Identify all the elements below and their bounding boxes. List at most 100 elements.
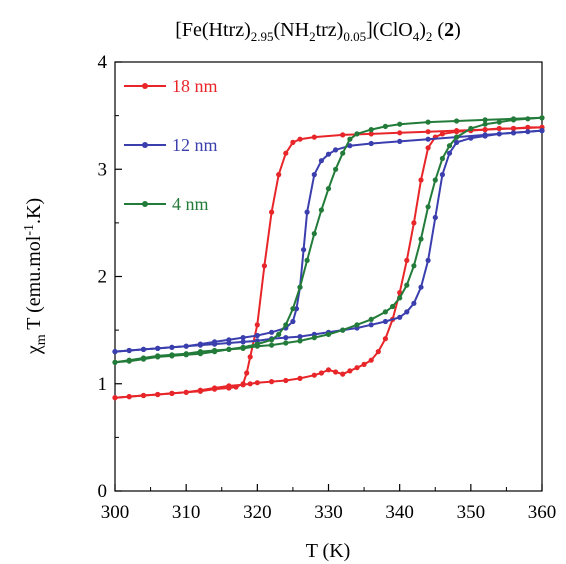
x-axis-label: T (K): [306, 540, 351, 562]
data-point-18-nm: [333, 369, 339, 375]
data-point-18-nm: [254, 380, 260, 386]
x-tick-label: 350: [457, 502, 486, 523]
x-tick-label: 330: [314, 502, 343, 523]
y-axis-ticks: 0 1 2 3 4: [98, 52, 122, 502]
data-point-12-nm: [226, 337, 232, 343]
data-point-18-nm: [169, 390, 175, 396]
data-point-12-nm: [418, 284, 424, 290]
data-point-4-nm: [446, 143, 453, 149]
data-point-4-nm: [311, 335, 317, 341]
data-point-12-nm: [404, 309, 410, 315]
legend-marker-12-nm: [142, 142, 148, 148]
data-point-18-nm: [155, 391, 161, 398]
data-point-4-nm: [397, 121, 403, 127]
data-point-18-nm: [297, 375, 303, 381]
data-point-12-nm: [240, 335, 246, 341]
data-point-12-nm: [293, 306, 300, 312]
data-point-18-nm: [247, 381, 253, 387]
data-point-18-nm: [290, 139, 296, 145]
data-point-18-nm: [439, 131, 445, 137]
series-layer: [112, 115, 545, 401]
data-point-12-nm: [439, 172, 445, 178]
data-point-12-nm: [112, 349, 118, 355]
data-point-12-nm: [240, 339, 246, 345]
data-point-18-nm: [375, 349, 381, 355]
data-point-4-nm: [269, 337, 275, 343]
data-point-4-nm: [425, 204, 431, 210]
y-tick-label: 2: [98, 267, 108, 288]
data-point-4-nm: [510, 116, 517, 122]
data-point-4-nm: [155, 354, 161, 360]
data-point-12-nm: [169, 344, 175, 350]
data-point-4-nm: [340, 327, 346, 333]
data-point-4-nm: [169, 353, 175, 359]
data-point-12-nm: [510, 130, 517, 136]
data-point-12-nm: [325, 151, 332, 157]
data-point-12-nm: [432, 214, 438, 221]
data-point-18-nm: [261, 263, 267, 269]
data-point-4-nm: [269, 342, 275, 348]
y-tick-label: 3: [98, 159, 108, 180]
data-point-4-nm: [496, 119, 502, 125]
data-point-18-nm: [240, 381, 246, 387]
data-point-4-nm: [418, 236, 424, 242]
data-point-12-nm: [183, 343, 189, 349]
x-tick-label: 310: [172, 502, 201, 523]
data-point-12-nm: [318, 158, 324, 164]
series-line-18-nm-heating: [114, 126, 542, 399]
data-point-12-nm: [397, 138, 403, 144]
data-point-4-nm: [539, 115, 545, 121]
data-point-18-nm: [212, 386, 218, 392]
data-point-18-nm: [404, 257, 410, 263]
data-point-4-nm: [397, 295, 403, 301]
data-point-18-nm: [425, 145, 431, 151]
data-point-18-nm: [382, 336, 388, 342]
data-point-4-nm: [347, 136, 353, 142]
data-point-18-nm: [425, 129, 431, 135]
data-point-4-nm: [439, 155, 445, 162]
data-point-4-nm: [482, 121, 488, 127]
data-point-4-nm: [482, 117, 488, 123]
data-point-12-nm: [155, 345, 161, 351]
data-point-4-nm: [276, 331, 282, 337]
x-tick-label: 360: [528, 502, 557, 523]
data-point-18-nm: [140, 392, 147, 399]
data-point-12-nm: [301, 247, 307, 253]
data-point-4-nm: [404, 282, 410, 288]
data-point-12-nm: [446, 150, 453, 156]
series-line-12-nm-heating: [114, 129, 543, 353]
data-point-12-nm: [311, 172, 317, 178]
x-tick-label: 300: [101, 502, 130, 523]
legend-label-12-nm: 12 nm: [172, 135, 218, 155]
data-point-4-nm: [454, 134, 460, 140]
data-point-18-nm: [354, 365, 360, 371]
data-point-18-nm: [325, 367, 332, 373]
data-point-12-nm: [425, 136, 431, 142]
data-point-18-nm: [226, 385, 232, 391]
data-point-12-nm: [212, 339, 218, 345]
data-point-12-nm: [368, 140, 374, 147]
data-point-18-nm: [318, 370, 324, 376]
data-point-4-nm: [297, 338, 303, 344]
data-point-12-nm: [197, 341, 203, 347]
data-point-4-nm: [325, 186, 332, 192]
data-point-18-nm: [340, 371, 346, 377]
data-point-4-nm: [354, 322, 360, 328]
legend-marker-4-nm: [142, 201, 148, 207]
data-point-4-nm: [368, 316, 374, 322]
data-point-4-nm: [454, 118, 460, 124]
data-point-18-nm: [112, 395, 118, 401]
legend-marker-18-nm: [142, 83, 148, 89]
data-point-12-nm: [126, 347, 132, 354]
data-point-18-nm: [510, 125, 517, 132]
data-point-18-nm: [233, 384, 239, 390]
data-point-18-nm: [368, 357, 374, 363]
x-axis-ticks: 300 310 320 330 340 350 360: [101, 484, 557, 523]
data-point-18-nm: [276, 172, 282, 178]
data-point-4-nm: [254, 341, 260, 347]
data-point-4-nm: [318, 207, 324, 213]
y-tick-label: 4: [98, 52, 108, 73]
data-point-4-nm: [311, 231, 317, 237]
data-point-4-nm: [112, 359, 118, 365]
data-point-18-nm: [418, 177, 424, 183]
